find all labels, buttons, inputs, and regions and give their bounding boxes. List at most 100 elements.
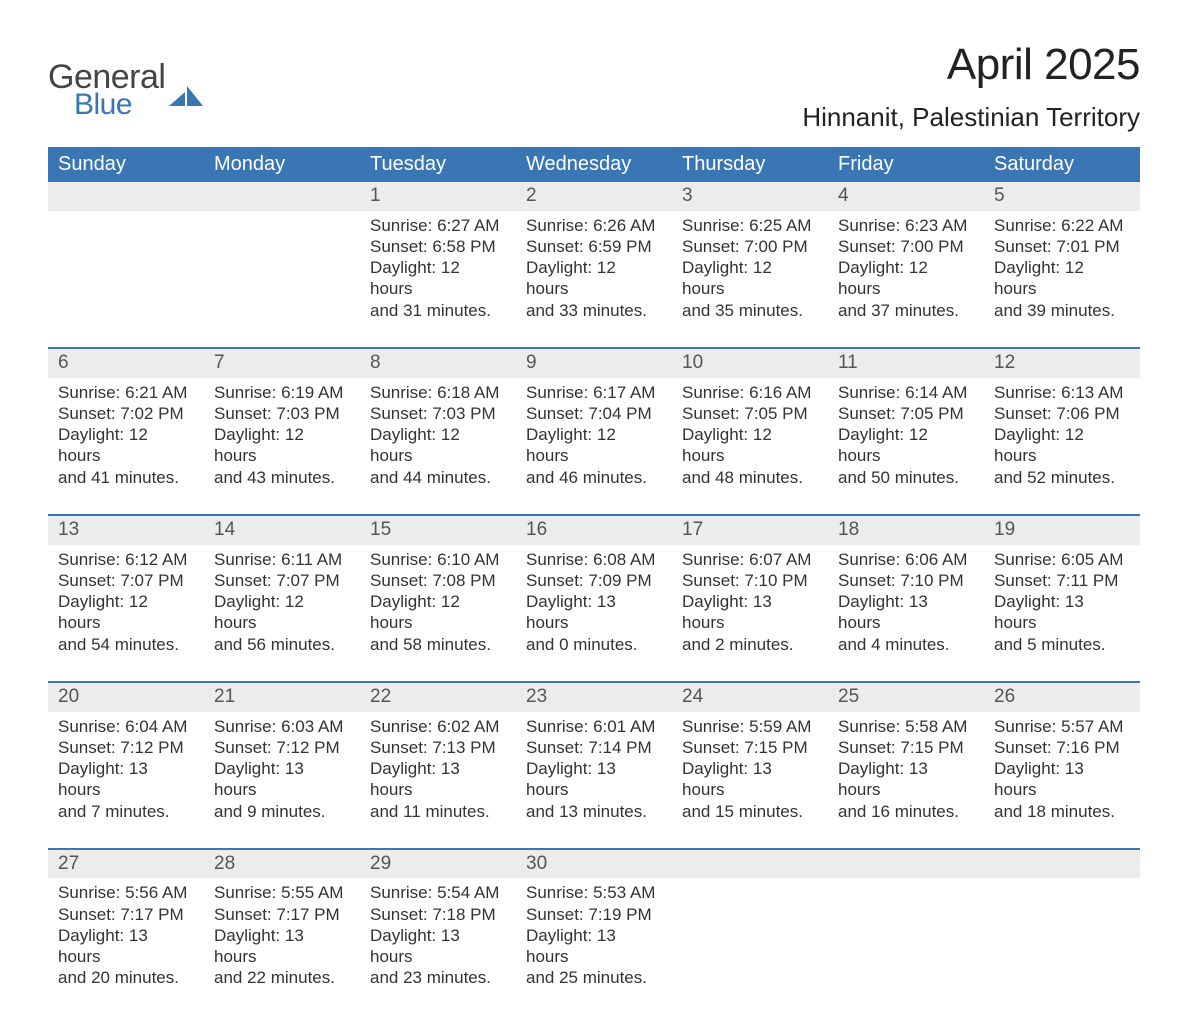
day-body: Sunrise: 6:08 AMSunset: 7:09 PMDaylight:… xyxy=(516,545,672,681)
day-body xyxy=(48,211,204,311)
day-body: Sunrise: 6:05 AMSunset: 7:11 PMDaylight:… xyxy=(984,545,1140,681)
day-cell: 25Sunrise: 5:58 AMSunset: 7:15 PMDayligh… xyxy=(828,682,984,849)
day-line: Sunrise: 6:05 AM xyxy=(994,549,1130,570)
day-number: 4 xyxy=(828,182,984,211)
day-line: Sunrise: 6:08 AM xyxy=(526,549,662,570)
day-cell: 10Sunrise: 6:16 AMSunset: 7:05 PMDayligh… xyxy=(672,348,828,515)
day-line: Daylight: 13 hours xyxy=(994,591,1130,634)
day-line: Sunset: 7:03 PM xyxy=(214,403,350,424)
day-body: Sunrise: 6:10 AMSunset: 7:08 PMDaylight:… xyxy=(360,545,516,681)
day-body: Sunrise: 5:59 AMSunset: 7:15 PMDaylight:… xyxy=(672,712,828,848)
day-line: Daylight: 13 hours xyxy=(370,758,506,801)
day-body: Sunrise: 6:01 AMSunset: 7:14 PMDaylight:… xyxy=(516,712,672,848)
day-body: Sunrise: 6:27 AMSunset: 6:58 PMDaylight:… xyxy=(360,211,516,347)
day-body: Sunrise: 6:19 AMSunset: 7:03 PMDaylight:… xyxy=(204,378,360,514)
day-number: 2 xyxy=(516,182,672,211)
day-body: Sunrise: 6:17 AMSunset: 7:04 PMDaylight:… xyxy=(516,378,672,514)
day-line: Sunset: 7:10 PM xyxy=(682,570,818,591)
day-line: Sunrise: 5:53 AM xyxy=(526,882,662,903)
day-body: Sunrise: 5:57 AMSunset: 7:16 PMDaylight:… xyxy=(984,712,1140,848)
day-line: Sunrise: 6:17 AM xyxy=(526,382,662,403)
day-line: Daylight: 13 hours xyxy=(838,591,974,634)
day-cell: 16Sunrise: 6:08 AMSunset: 7:09 PMDayligh… xyxy=(516,515,672,682)
day-cell: 20Sunrise: 6:04 AMSunset: 7:12 PMDayligh… xyxy=(48,682,204,849)
day-body xyxy=(828,878,984,978)
day-line: and 15 minutes. xyxy=(682,801,818,822)
day-cell xyxy=(204,182,360,348)
day-line: Sunset: 7:00 PM xyxy=(838,236,974,257)
day-cell: 27Sunrise: 5:56 AMSunset: 7:17 PMDayligh… xyxy=(48,849,204,1015)
day-line: Sunset: 7:07 PM xyxy=(214,570,350,591)
day-line: and 11 minutes. xyxy=(370,801,506,822)
day-line: Daylight: 13 hours xyxy=(214,758,350,801)
day-body: Sunrise: 6:22 AMSunset: 7:01 PMDaylight:… xyxy=(984,211,1140,347)
day-line: Sunrise: 6:16 AM xyxy=(682,382,818,403)
day-line: Sunrise: 5:58 AM xyxy=(838,716,974,737)
day-line: Sunrise: 5:57 AM xyxy=(994,716,1130,737)
day-body: Sunrise: 6:25 AMSunset: 7:00 PMDaylight:… xyxy=(672,211,828,347)
day-line: Sunrise: 6:22 AM xyxy=(994,215,1130,236)
title-location: Hinnanit, Palestinian Territory xyxy=(802,102,1140,133)
day-body xyxy=(204,211,360,311)
day-line: Sunset: 7:06 PM xyxy=(994,403,1130,424)
day-cell: 19Sunrise: 6:05 AMSunset: 7:11 PMDayligh… xyxy=(984,515,1140,682)
day-cell: 28Sunrise: 5:55 AMSunset: 7:17 PMDayligh… xyxy=(204,849,360,1015)
day-line: Sunset: 6:59 PM xyxy=(526,236,662,257)
day-cell: 23Sunrise: 6:01 AMSunset: 7:14 PMDayligh… xyxy=(516,682,672,849)
day-body: Sunrise: 6:03 AMSunset: 7:12 PMDaylight:… xyxy=(204,712,360,848)
day-cell: 11Sunrise: 6:14 AMSunset: 7:05 PMDayligh… xyxy=(828,348,984,515)
day-number: 7 xyxy=(204,349,360,378)
day-cell: 1Sunrise: 6:27 AMSunset: 6:58 PMDaylight… xyxy=(360,182,516,348)
day-number xyxy=(984,850,1140,879)
day-number: 28 xyxy=(204,850,360,879)
day-line: Sunrise: 6:01 AM xyxy=(526,716,662,737)
day-line: Sunrise: 6:14 AM xyxy=(838,382,974,403)
day-number: 5 xyxy=(984,182,1140,211)
day-number: 21 xyxy=(204,683,360,712)
title-block: April 2025 Hinnanit, Palestinian Territo… xyxy=(802,40,1140,133)
week-row: 27Sunrise: 5:56 AMSunset: 7:17 PMDayligh… xyxy=(48,849,1140,1015)
day-line: Sunset: 7:00 PM xyxy=(682,236,818,257)
day-line: Sunset: 7:14 PM xyxy=(526,737,662,758)
day-body: Sunrise: 6:11 AMSunset: 7:07 PMDaylight:… xyxy=(204,545,360,681)
day-cell xyxy=(48,182,204,348)
day-line: and 48 minutes. xyxy=(682,467,818,488)
day-line: and 0 minutes. xyxy=(526,634,662,655)
day-cell: 18Sunrise: 6:06 AMSunset: 7:10 PMDayligh… xyxy=(828,515,984,682)
day-line: and 9 minutes. xyxy=(214,801,350,822)
day-cell: 9Sunrise: 6:17 AMSunset: 7:04 PMDaylight… xyxy=(516,348,672,515)
col-wednesday: Wednesday xyxy=(516,147,672,182)
day-line: Sunset: 7:17 PM xyxy=(58,904,194,925)
day-line: Daylight: 13 hours xyxy=(838,758,974,801)
day-cell: 5Sunrise: 6:22 AMSunset: 7:01 PMDaylight… xyxy=(984,182,1140,348)
day-cell: 17Sunrise: 6:07 AMSunset: 7:10 PMDayligh… xyxy=(672,515,828,682)
col-thursday: Thursday xyxy=(672,147,828,182)
day-number: 18 xyxy=(828,516,984,545)
day-body: Sunrise: 6:26 AMSunset: 6:59 PMDaylight:… xyxy=(516,211,672,347)
day-cell: 29Sunrise: 5:54 AMSunset: 7:18 PMDayligh… xyxy=(360,849,516,1015)
day-line: Sunset: 7:15 PM xyxy=(682,737,818,758)
day-body: Sunrise: 6:14 AMSunset: 7:05 PMDaylight:… xyxy=(828,378,984,514)
day-line: Daylight: 13 hours xyxy=(214,925,350,968)
day-line: and 31 minutes. xyxy=(370,300,506,321)
day-line: Sunrise: 6:25 AM xyxy=(682,215,818,236)
day-line: Sunset: 7:12 PM xyxy=(214,737,350,758)
day-line: and 20 minutes. xyxy=(58,967,194,988)
day-number: 22 xyxy=(360,683,516,712)
day-number: 6 xyxy=(48,349,204,378)
day-line: Sunset: 7:18 PM xyxy=(370,904,506,925)
day-line: Sunrise: 6:02 AM xyxy=(370,716,506,737)
day-line: Daylight: 12 hours xyxy=(682,257,818,300)
day-line: Sunrise: 5:56 AM xyxy=(58,882,194,903)
day-line: Sunset: 7:08 PM xyxy=(370,570,506,591)
day-line: Daylight: 12 hours xyxy=(526,424,662,467)
day-body: Sunrise: 6:16 AMSunset: 7:05 PMDaylight:… xyxy=(672,378,828,514)
day-line: Daylight: 13 hours xyxy=(526,758,662,801)
day-line: and 16 minutes. xyxy=(838,801,974,822)
day-line: Sunrise: 6:06 AM xyxy=(838,549,974,570)
day-line: Sunrise: 6:23 AM xyxy=(838,215,974,236)
day-line: Daylight: 13 hours xyxy=(526,925,662,968)
day-body: Sunrise: 6:18 AMSunset: 7:03 PMDaylight:… xyxy=(360,378,516,514)
day-line: Daylight: 12 hours xyxy=(370,591,506,634)
day-cell xyxy=(672,849,828,1015)
